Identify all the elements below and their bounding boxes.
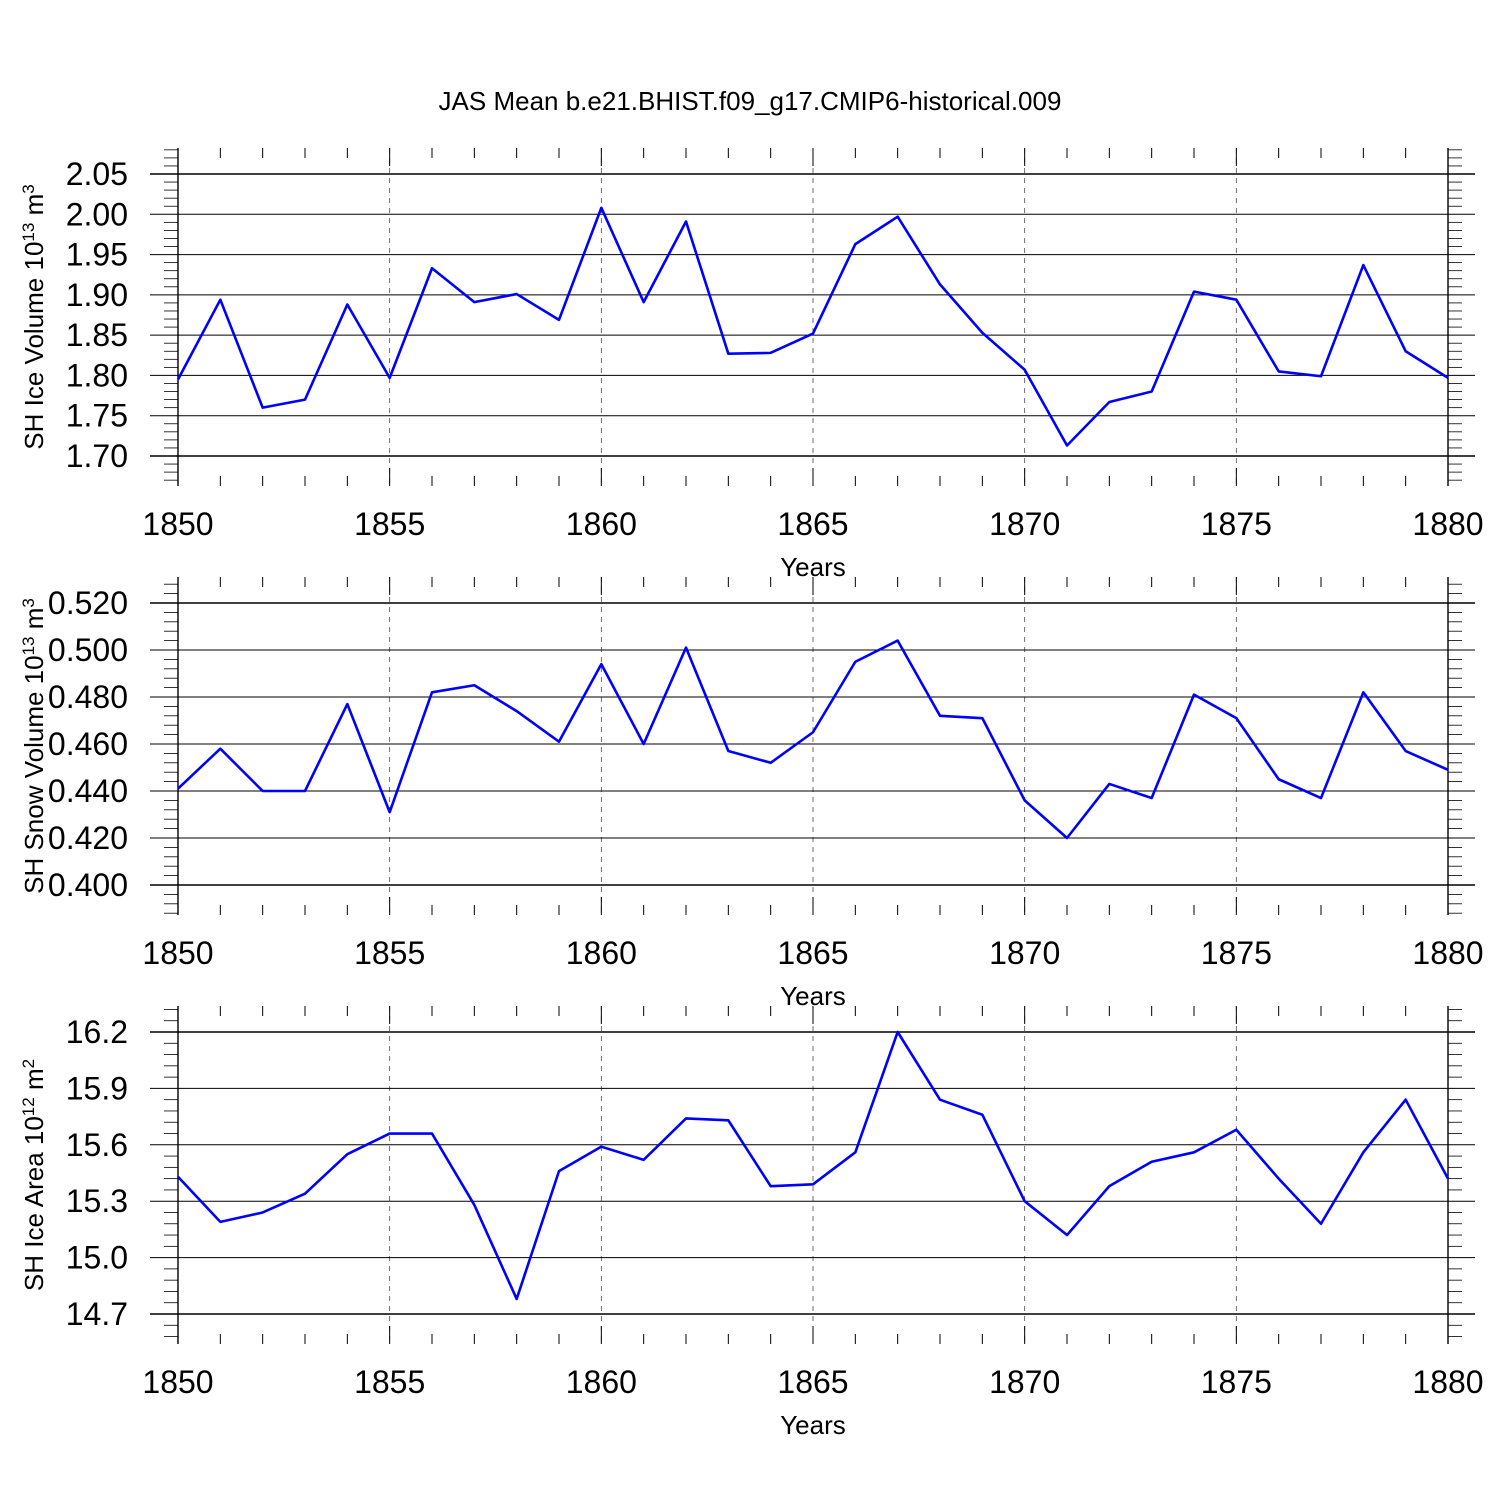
y-tick-label: 15.9 <box>66 1070 128 1106</box>
y-tick-label: 2.05 <box>66 156 128 192</box>
y-axis-title: SH Ice Area 1012 m2 <box>19 1059 50 1291</box>
chart-panel-3: 14.7 15.0 15.3 15.6 15.9 16.2 1850 1855 1860 1865… <box>19 1006 1484 1440</box>
x-tick-label: 1850 <box>142 1364 213 1400</box>
panels: 1.70 1.75 1.80 1.85 1.90 1.95 2.00 2.05 1850 1855… <box>19 148 1484 1440</box>
y-tick-label: 16.2 <box>66 1014 128 1050</box>
y-axis-title-part: m <box>19 608 49 637</box>
x-tick-label: 1855 <box>354 935 425 971</box>
series-line <box>177 1030 1450 1301</box>
y-tick-label: 15.3 <box>66 1183 128 1219</box>
x-tick-label: 1865 <box>777 1364 848 1400</box>
y-tick-label: 0.520 <box>48 585 128 621</box>
x-tick-label: 1855 <box>354 1364 425 1400</box>
x-tick-label: 1860 <box>566 506 637 542</box>
x-tick-label: 1860 <box>566 1364 637 1400</box>
y-axis-title-part: SH Ice Volume 10 <box>19 242 49 450</box>
y-axis-title-part: SH Ice Area 10 <box>19 1116 49 1291</box>
x-tick-label: 1875 <box>1201 506 1272 542</box>
chart-panel-1: 1.70 1.75 1.80 1.85 1.90 1.95 2.00 2.05 1850 1855… <box>19 148 1484 582</box>
y-tick-label: 1.70 <box>66 438 128 474</box>
y-axis-title-part: m <box>19 194 49 223</box>
y-tick-label: 0.480 <box>48 679 128 715</box>
chart-panel-2: 0.400 0.420 0.440 0.460 0.480 0.500 0.520 1850 1… <box>19 577 1484 1011</box>
series-line <box>177 639 1449 840</box>
x-tick-label: 1865 <box>777 506 848 542</box>
y-tick-label: 2.00 <box>66 196 128 232</box>
y-axis-title-superscript: 3 <box>19 598 38 607</box>
y-axis-title-superscript: 2 <box>19 1059 38 1068</box>
x-tick-label: 1880 <box>1412 506 1483 542</box>
figure-title: JAS Mean b.e21.BHIST.f09_g17.CMIP6-histo… <box>439 86 1062 116</box>
y-tick-label: 0.400 <box>48 867 128 903</box>
x-tick-label: 1870 <box>989 1364 1060 1400</box>
x-tick-label: 1860 <box>566 935 637 971</box>
x-tick-label: 1880 <box>1412 935 1483 971</box>
series-line <box>176 206 1449 447</box>
y-tick-label: 14.7 <box>66 1296 128 1332</box>
x-tick-label: 1875 <box>1201 935 1272 971</box>
y-tick-label: 0.440 <box>48 773 128 809</box>
y-tick-label: 0.420 <box>48 820 128 856</box>
y-axis-title-part: m <box>19 1068 49 1097</box>
x-tick-label: 1850 <box>142 506 213 542</box>
x-tick-label: 1875 <box>1201 1364 1272 1400</box>
y-axis-title-superscript: 13 <box>19 636 38 655</box>
y-axis-title: SH Ice Volume 1013 m3 <box>19 184 50 449</box>
x-tick-label: 1855 <box>354 506 425 542</box>
y-tick-label: 1.85 <box>66 317 128 353</box>
y-tick-label: 1.90 <box>66 277 128 313</box>
y-axis-title-superscript: 13 <box>19 223 38 242</box>
x-tick-label: 1870 <box>989 506 1060 542</box>
y-tick-label: 1.80 <box>66 357 128 393</box>
y-axis-title: SH Snow Volume 1013 m3 <box>19 598 50 894</box>
x-tick-label: 1880 <box>1412 1364 1483 1400</box>
y-tick-label: 0.460 <box>48 726 128 762</box>
y-tick-label: 15.6 <box>66 1127 128 1163</box>
y-tick-label: 0.500 <box>48 632 128 668</box>
x-tick-label: 1850 <box>142 935 213 971</box>
y-tick-label: 15.0 <box>66 1240 128 1276</box>
x-tick-label: 1870 <box>989 935 1060 971</box>
y-axis-title-superscript: 3 <box>19 184 38 193</box>
x-tick-label: 1865 <box>777 935 848 971</box>
y-axis-title-part: SH Snow Volume 10 <box>19 655 49 893</box>
x-axis-title: Years <box>780 1410 846 1440</box>
y-tick-label: 1.95 <box>66 237 128 273</box>
y-tick-label: 1.75 <box>66 398 128 434</box>
y-axis-title-superscript: 12 <box>19 1097 38 1116</box>
